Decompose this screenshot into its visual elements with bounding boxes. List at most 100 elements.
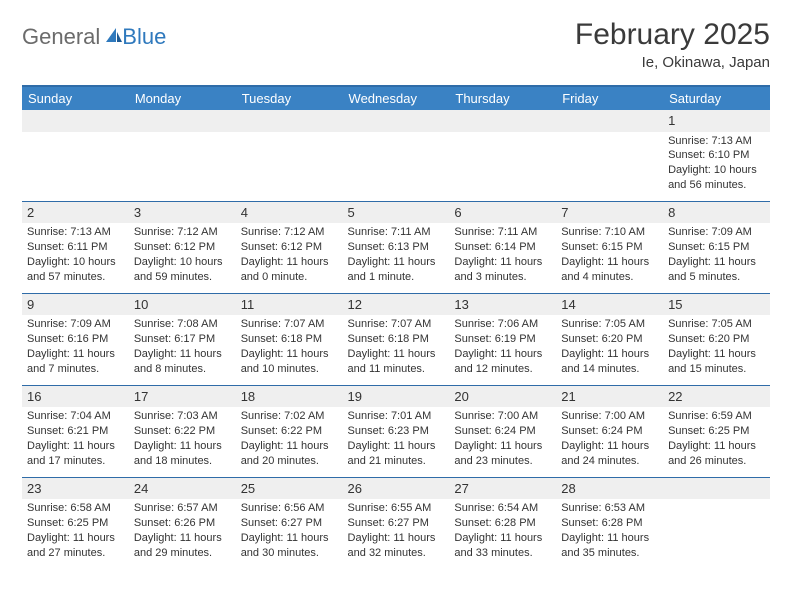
day-number: 16	[22, 386, 129, 408]
sunset-text: Sunset: 6:12 PM	[134, 240, 231, 255]
sunrise-text: Sunrise: 7:00 AM	[561, 409, 658, 424]
calendar-cell	[663, 477, 770, 568]
logo-text-blue: Blue	[122, 24, 166, 50]
sunset-text: Sunset: 6:18 PM	[241, 332, 338, 347]
daylight-text: Daylight: 11 hours	[241, 531, 338, 546]
day-number: 11	[236, 294, 343, 316]
sunset-text: Sunset: 6:23 PM	[348, 424, 445, 439]
daylight-text: and 26 minutes.	[668, 454, 765, 469]
sunrise-text: Sunrise: 7:03 AM	[134, 409, 231, 424]
day-number: 8	[663, 202, 770, 224]
day-number-empty	[449, 110, 556, 132]
day-number: 12	[343, 294, 450, 316]
calendar-cell: 18Sunrise: 7:02 AMSunset: 6:22 PMDayligh…	[236, 385, 343, 477]
sunrise-text: Sunrise: 7:04 AM	[27, 409, 124, 424]
daylight-text: Daylight: 11 hours	[668, 439, 765, 454]
sunrise-text: Sunrise: 7:08 AM	[134, 317, 231, 332]
page-header: General Blue February 2025 Ie, Okinawa, …	[22, 18, 770, 71]
sunrise-text: Sunrise: 6:58 AM	[27, 501, 124, 516]
day-number-empty	[22, 110, 129, 132]
daylight-text: and 21 minutes.	[348, 454, 445, 469]
daylight-text: Daylight: 11 hours	[454, 439, 551, 454]
daylight-text: and 10 minutes.	[241, 362, 338, 377]
daylight-text: Daylight: 11 hours	[348, 347, 445, 362]
sunrise-text: Sunrise: 7:07 AM	[348, 317, 445, 332]
logo-text-general: General	[22, 24, 100, 50]
calendar-cell: 17Sunrise: 7:03 AMSunset: 6:22 PMDayligh…	[129, 385, 236, 477]
calendar-cell: 1Sunrise: 7:13 AMSunset: 6:10 PMDaylight…	[663, 110, 770, 201]
calendar-cell: 16Sunrise: 7:04 AMSunset: 6:21 PMDayligh…	[22, 385, 129, 477]
daylight-text: and 59 minutes.	[134, 270, 231, 285]
daylight-text: and 29 minutes.	[134, 546, 231, 561]
daylight-text: and 7 minutes.	[27, 362, 124, 377]
day-number: 14	[556, 294, 663, 316]
sunrise-text: Sunrise: 6:54 AM	[454, 501, 551, 516]
daylight-text: and 24 minutes.	[561, 454, 658, 469]
daylight-text: and 1 minute.	[348, 270, 445, 285]
daylight-text: and 15 minutes.	[668, 362, 765, 377]
day-number: 13	[449, 294, 556, 316]
calendar-cell	[343, 110, 450, 201]
daylight-text: Daylight: 11 hours	[27, 439, 124, 454]
calendar-cell: 21Sunrise: 7:00 AMSunset: 6:24 PMDayligh…	[556, 385, 663, 477]
sunrise-text: Sunrise: 7:13 AM	[27, 225, 124, 240]
daylight-text: Daylight: 11 hours	[454, 255, 551, 270]
sunset-text: Sunset: 6:12 PM	[241, 240, 338, 255]
daylight-text: and 4 minutes.	[561, 270, 658, 285]
daylight-text: Daylight: 11 hours	[668, 255, 765, 270]
daylight-text: Daylight: 11 hours	[454, 531, 551, 546]
calendar-cell: 3Sunrise: 7:12 AMSunset: 6:12 PMDaylight…	[129, 201, 236, 293]
daylight-text: and 5 minutes.	[668, 270, 765, 285]
sunrise-text: Sunrise: 7:00 AM	[454, 409, 551, 424]
daylight-text: Daylight: 10 hours	[668, 163, 765, 178]
day-number: 5	[343, 202, 450, 224]
calendar-cell: 14Sunrise: 7:05 AMSunset: 6:20 PMDayligh…	[556, 293, 663, 385]
calendar-cell	[236, 110, 343, 201]
sunset-text: Sunset: 6:27 PM	[348, 516, 445, 531]
weekday-header: Monday	[129, 86, 236, 110]
calendar-week-row: 23Sunrise: 6:58 AMSunset: 6:25 PMDayligh…	[22, 477, 770, 568]
calendar-cell: 10Sunrise: 7:08 AMSunset: 6:17 PMDayligh…	[129, 293, 236, 385]
sunset-text: Sunset: 6:21 PM	[27, 424, 124, 439]
sunset-text: Sunset: 6:11 PM	[27, 240, 124, 255]
calendar-cell: 8Sunrise: 7:09 AMSunset: 6:15 PMDaylight…	[663, 201, 770, 293]
sunrise-text: Sunrise: 7:09 AM	[668, 225, 765, 240]
calendar-cell: 13Sunrise: 7:06 AMSunset: 6:19 PMDayligh…	[449, 293, 556, 385]
daylight-text: Daylight: 11 hours	[241, 255, 338, 270]
calendar-cell	[449, 110, 556, 201]
calendar-cell	[22, 110, 129, 201]
day-number: 9	[22, 294, 129, 316]
sunrise-text: Sunrise: 7:10 AM	[561, 225, 658, 240]
daylight-text: Daylight: 11 hours	[348, 531, 445, 546]
sunset-text: Sunset: 6:22 PM	[241, 424, 338, 439]
calendar-cell	[556, 110, 663, 201]
calendar-cell: 22Sunrise: 6:59 AMSunset: 6:25 PMDayligh…	[663, 385, 770, 477]
day-number: 20	[449, 386, 556, 408]
sunset-text: Sunset: 6:16 PM	[27, 332, 124, 347]
calendar-week-row: 16Sunrise: 7:04 AMSunset: 6:21 PMDayligh…	[22, 385, 770, 477]
sunrise-text: Sunrise: 6:59 AM	[668, 409, 765, 424]
day-number: 28	[556, 478, 663, 500]
day-number: 15	[663, 294, 770, 316]
day-number: 1	[663, 110, 770, 132]
weekday-header: Friday	[556, 86, 663, 110]
sunset-text: Sunset: 6:20 PM	[668, 332, 765, 347]
daylight-text: and 12 minutes.	[454, 362, 551, 377]
sunrise-text: Sunrise: 6:57 AM	[134, 501, 231, 516]
calendar-cell: 20Sunrise: 7:00 AMSunset: 6:24 PMDayligh…	[449, 385, 556, 477]
day-number: 27	[449, 478, 556, 500]
sunset-text: Sunset: 6:15 PM	[561, 240, 658, 255]
day-number: 19	[343, 386, 450, 408]
daylight-text: Daylight: 11 hours	[561, 347, 658, 362]
sunrise-text: Sunrise: 7:12 AM	[134, 225, 231, 240]
day-number: 25	[236, 478, 343, 500]
sunset-text: Sunset: 6:10 PM	[668, 148, 765, 163]
day-number: 22	[663, 386, 770, 408]
weekday-header: Saturday	[663, 86, 770, 110]
sunrise-text: Sunrise: 7:01 AM	[348, 409, 445, 424]
daylight-text: and 3 minutes.	[454, 270, 551, 285]
calendar-cell: 7Sunrise: 7:10 AMSunset: 6:15 PMDaylight…	[556, 201, 663, 293]
daylight-text: and 57 minutes.	[27, 270, 124, 285]
day-number: 24	[129, 478, 236, 500]
calendar-cell: 2Sunrise: 7:13 AMSunset: 6:11 PMDaylight…	[22, 201, 129, 293]
